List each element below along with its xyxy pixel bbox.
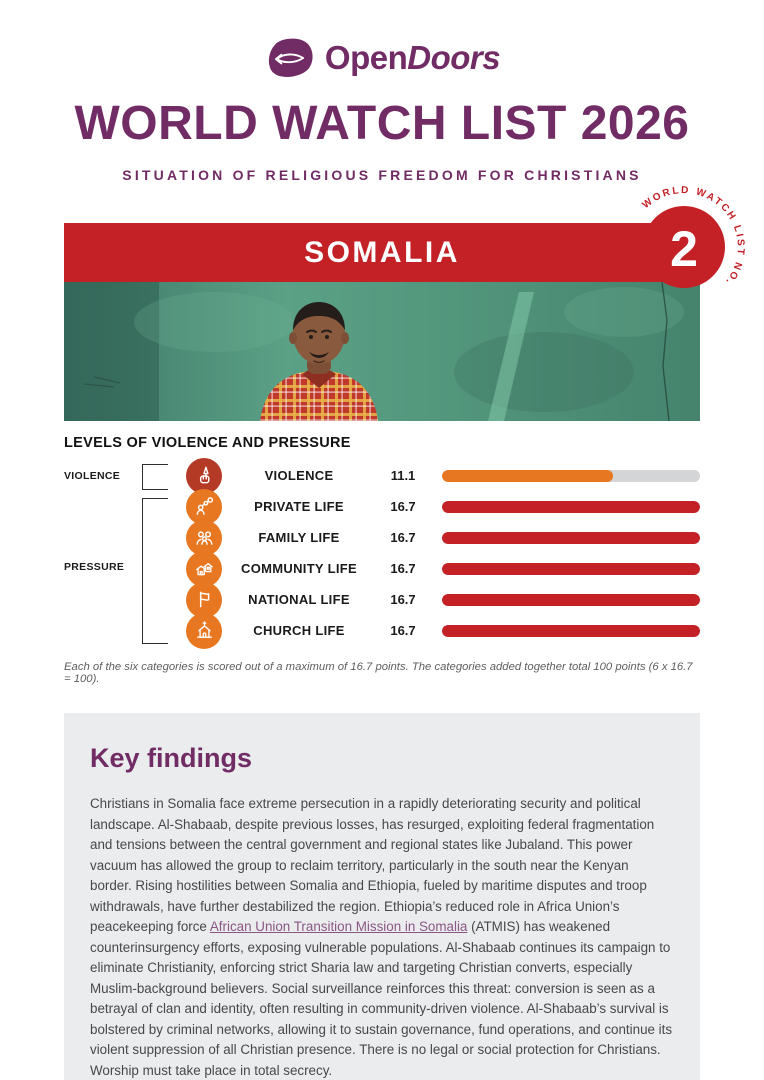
chart-row-community-life: COMMUNITY LIFE 16.7 xyxy=(64,550,700,587)
category-score: 11.1 xyxy=(390,468,416,483)
pressure-bracket xyxy=(142,498,168,644)
rank-number: 2 xyxy=(670,221,698,277)
group-label-violence: VIOLENCE xyxy=(64,470,121,482)
score-bar-fill xyxy=(442,562,700,575)
key-findings-text-before: Christians in Somalia face extreme perse… xyxy=(90,796,655,934)
national-life-icon xyxy=(186,581,222,618)
category-score: 16.7 xyxy=(390,530,416,545)
country-photo xyxy=(64,282,700,421)
violence-bracket xyxy=(142,464,168,490)
family-life-icon xyxy=(186,519,222,556)
community-life-icon xyxy=(186,550,222,587)
atmis-link[interactable]: African Union Transition Mission in Soma… xyxy=(209,919,468,934)
category-score: 16.7 xyxy=(390,623,416,638)
category-score: 16.7 xyxy=(390,561,416,576)
score-bar-fill xyxy=(442,624,700,637)
open-doors-logo: OpenDoors xyxy=(0,0,764,80)
key-findings-heading: Key findings xyxy=(90,743,253,773)
chart-row-private-life: PRIVATE LIFE 16.7 xyxy=(64,488,700,525)
church-life-icon xyxy=(186,612,222,649)
chart-row-family-life: FAMILY LIFE 16.7 xyxy=(64,519,700,556)
portrait-man xyxy=(260,302,378,421)
private-life-icon xyxy=(186,488,222,525)
score-bar-fill xyxy=(442,593,700,606)
score-bar xyxy=(442,469,700,482)
category-label: PRIVATE LIFE xyxy=(254,499,344,514)
category-label: NATIONAL LIFE xyxy=(248,592,350,607)
rank-badge: WORLD WATCH LIST NO. 2 xyxy=(641,185,744,288)
logo-word-open: Open xyxy=(324,39,408,76)
key-findings-section: Key findings Christians in Somalia face … xyxy=(64,713,700,1080)
open-doors-wordmark: OpenDoors xyxy=(324,39,501,77)
score-bar xyxy=(442,624,700,637)
country-banner-section: SOMALIA WORLD WATCH LIST NO. 2 xyxy=(64,185,744,288)
category-score: 16.7 xyxy=(390,499,416,514)
score-bar-fill xyxy=(442,531,700,544)
score-bar xyxy=(442,593,700,606)
open-doors-blob-fish-icon xyxy=(268,38,313,77)
country-name: SOMALIA xyxy=(304,235,460,269)
group-label-pressure: PRESSURE xyxy=(64,561,125,573)
scoring-footnote: Each of the six categories is scored out… xyxy=(64,661,693,685)
category-label: VIOLENCE xyxy=(264,468,334,483)
rank-badge-circle xyxy=(643,206,725,288)
score-bar-fill xyxy=(442,469,614,482)
score-bar xyxy=(442,562,700,575)
page-subtitle: SITUATION OF RELIGIOUS FREEDOM FOR CHRIS… xyxy=(122,167,642,183)
violence-icon xyxy=(186,457,222,494)
score-bar-fill xyxy=(442,500,700,513)
logo-word-doors: Doors xyxy=(407,39,501,76)
category-label: FAMILY LIFE xyxy=(258,530,340,545)
key-findings-paragraph: Christians in Somalia face extreme perse… xyxy=(90,794,674,1080)
chart-row-church-life: CHURCH LIFE 16.7 xyxy=(64,612,700,649)
score-bar xyxy=(442,500,700,513)
chart-row-national-life: NATIONAL LIFE 16.7 xyxy=(64,581,700,618)
violence-pressure-chart: VIOLENCE PRESSURE VIOLENCE 11.1 PRIVATE LI… xyxy=(64,457,700,649)
chart-rows: VIOLENCE 11.1 PRIVATE LIFE 16.7 FAMILY LIFE 1… xyxy=(64,457,700,649)
category-label: CHURCH LIFE xyxy=(253,623,345,638)
chart-title: LEVELS OF VIOLENCE AND PRESSURE xyxy=(64,435,351,451)
chart-row-violence: VIOLENCE 11.1 xyxy=(64,457,700,494)
key-findings-text-after: (ATMIS) has weakened counterinsurgency e… xyxy=(90,919,673,1078)
score-bar xyxy=(442,531,700,544)
country-banner: SOMALIA xyxy=(64,223,700,282)
category-score: 16.7 xyxy=(390,592,416,607)
category-label: COMMUNITY LIFE xyxy=(241,561,357,576)
page-title: WORLD WATCH LIST 2026 xyxy=(74,97,690,150)
